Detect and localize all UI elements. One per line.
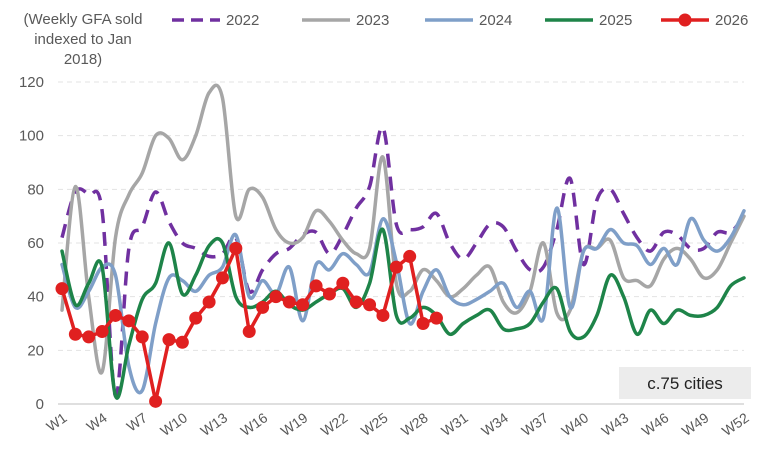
legend-item-2022: 2022 — [172, 12, 259, 29]
data-point-2026 — [389, 260, 403, 274]
y-tick-label: 20 — [27, 342, 44, 359]
y-axis-title-line-1: (Weekly GFA sold — [24, 11, 143, 28]
data-point-2026 — [82, 330, 96, 344]
data-point-2026 — [282, 295, 296, 309]
x-tick-label: W31 — [438, 409, 471, 439]
data-point-2026 — [149, 394, 163, 408]
series-2025 — [60, 227, 746, 400]
series-line-2022 — [60, 125, 746, 398]
y-tick-label: 80 — [27, 181, 44, 198]
data-point-2026 — [229, 241, 243, 255]
y-tick-label: 120 — [19, 74, 44, 91]
legend-item-2023: 2023 — [302, 12, 389, 29]
data-point-2026 — [108, 308, 122, 322]
x-axis: W1 W4 W7 W10 W13 W16 W19 W22 W25 W28 W31 W34 W37 W40 W… — [43, 409, 752, 439]
series-2024 — [60, 206, 746, 395]
data-point-2026 — [55, 282, 69, 296]
legend-item-2025: 2025 — [545, 12, 632, 29]
x-tick-label: W40 — [558, 409, 591, 439]
x-tick-label: W49 — [679, 409, 712, 439]
y-tick-label: 0 — [36, 396, 44, 413]
data-point-2026 — [429, 311, 443, 325]
x-tick-label: W28 — [398, 409, 431, 439]
x-tick-label: W34 — [478, 409, 511, 439]
data-point-2026 — [162, 333, 176, 347]
series-line-2026 — [60, 246, 439, 404]
data-point-2026 — [296, 298, 310, 312]
data-point-2026 — [363, 298, 377, 312]
x-tick-label: W46 — [639, 409, 672, 439]
data-point-2026 — [376, 308, 390, 322]
data-point-2026 — [215, 271, 229, 285]
data-point-2026 — [242, 325, 256, 339]
data-point-2026 — [68, 327, 82, 341]
series-2023 — [60, 83, 746, 375]
data-point-2026 — [336, 276, 350, 290]
y-axis-title-line-2: indexed to Jan — [34, 31, 132, 48]
data-point-2026 — [95, 325, 109, 339]
legend-label-2022: 2022 — [226, 12, 259, 29]
data-point-2026 — [416, 317, 430, 330]
x-tick-label: W25 — [358, 409, 391, 439]
y-axis: 0 20 40 60 80 100 120 — [19, 74, 44, 413]
y-axis-title-line-3: 2018) — [64, 51, 102, 68]
annotation-text: c.75 cities — [647, 374, 723, 393]
y-tick-label: 60 — [27, 235, 44, 252]
legend-label-2024: 2024 — [479, 12, 512, 29]
data-point-2026 — [349, 295, 363, 309]
y-tick-label: 100 — [19, 128, 44, 145]
data-point-2026 — [256, 300, 270, 314]
legend-item-2026: 2026 — [661, 12, 748, 29]
legend-marker-2026 — [678, 13, 692, 27]
series-line-2025 — [60, 227, 746, 400]
x-tick-label: W16 — [238, 409, 271, 439]
x-tick-label: W52 — [719, 409, 752, 439]
legend: 2022 2023 2024 2025 2026 — [172, 12, 748, 29]
series-line-2024 — [60, 206, 746, 395]
x-tick-label: W19 — [278, 409, 311, 439]
x-tick-label: W7 — [124, 409, 151, 434]
data-point-2026 — [175, 335, 189, 349]
plot-area — [55, 83, 746, 408]
data-point-2026 — [202, 295, 216, 309]
data-point-2026 — [122, 314, 136, 328]
legend-label-2026: 2026 — [715, 12, 748, 29]
data-point-2026 — [309, 279, 323, 293]
legend-label-2025: 2025 — [599, 12, 632, 29]
legend-label-2023: 2023 — [356, 12, 389, 29]
data-point-2026 — [269, 290, 283, 304]
series-2022 — [60, 125, 746, 398]
series-2026 — [55, 241, 443, 408]
data-point-2026 — [403, 249, 417, 263]
series-line-2023 — [60, 83, 746, 375]
data-point-2026 — [189, 311, 203, 325]
annotation-box: c.75 cities — [619, 367, 751, 399]
data-point-2026 — [322, 287, 336, 301]
x-tick-label: W10 — [157, 409, 190, 439]
x-tick-label: W43 — [599, 409, 632, 439]
x-tick-label: W4 — [83, 409, 110, 434]
x-tick-label: W22 — [318, 409, 351, 439]
y-tick-label: 40 — [27, 289, 44, 306]
legend-item-2024: 2024 — [425, 12, 512, 29]
x-tick-label: W37 — [518, 409, 551, 439]
x-tick-label: W1 — [43, 409, 70, 434]
x-tick-label: W13 — [197, 409, 230, 439]
data-point-2026 — [135, 330, 149, 344]
